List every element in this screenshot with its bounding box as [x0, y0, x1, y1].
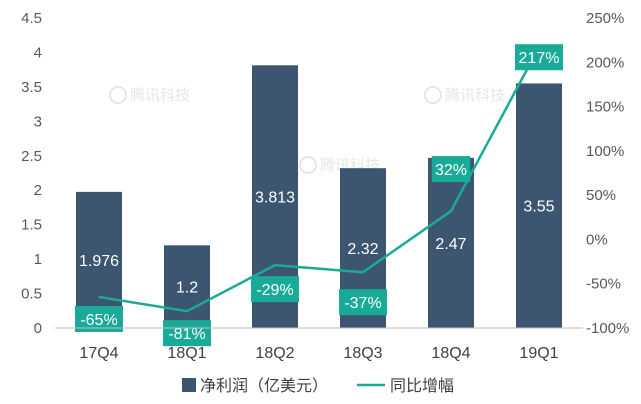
growth-label: 32% [431, 156, 471, 183]
legend-item-growth: 同比增幅 [357, 377, 454, 395]
bar-value-label: 2.47 [435, 236, 466, 253]
growth-label: -81% [163, 320, 211, 347]
growth-label: 217% [515, 44, 563, 71]
growth-label-text: -37% [344, 295, 381, 312]
x-axis-tick: 18Q3 [343, 345, 382, 362]
left-axis-tick: 0 [34, 320, 42, 337]
growth-label-box [431, 156, 471, 183]
growth-label-box [163, 320, 211, 347]
left-axis-tick: 4 [34, 44, 42, 61]
bar-18Q1 [164, 245, 210, 328]
right-axis: -100% -50% 0% 50% 100% 150% 200% 250% [586, 10, 629, 337]
left-axis-tick: 4.5 [21, 10, 42, 27]
x-axis: 17Q4 18Q1 18Q2 18Q3 18Q4 19Q1 [55, 327, 583, 362]
bar-19Q1 [516, 83, 562, 328]
watermark: 腾讯科技 [109, 86, 190, 104]
bar-value-label: 1.2 [176, 280, 198, 297]
growth-label-text: 32% [435, 162, 467, 179]
left-axis-tick: 2 [34, 182, 42, 199]
legend: 净利润（亿美元） 同比增幅 [182, 377, 454, 395]
watermark-text: 腾讯科技 [130, 87, 190, 104]
legend-item-profit: 净利润（亿美元） [182, 377, 328, 395]
line-layer [98, 46, 541, 313]
bar-value-label: 1.976 [79, 253, 119, 270]
growth-label: -29% [251, 276, 299, 303]
left-axis-tick: 0.5 [21, 286, 42, 303]
growth-line [98, 46, 541, 313]
x-axis-tick: 18Q1 [167, 345, 206, 362]
right-axis-tick: 50% [586, 187, 616, 204]
growth-label-text: -29% [256, 282, 293, 299]
bar-value-label: 3.813 [255, 190, 295, 207]
left-axis: 0 0.5 1 1.5 2 2.5 3 3.5 4 4.5 [21, 10, 42, 337]
bar-value-label: 3.55 [523, 199, 554, 216]
growth-label-box [515, 44, 563, 71]
legend-swatch-bar [182, 378, 196, 392]
x-axis-tick: 18Q2 [255, 345, 294, 362]
left-axis-tick: 1.5 [21, 217, 42, 234]
bars [76, 65, 562, 329]
right-axis-tick: 100% [586, 143, 624, 160]
left-axis-tick: 3 [34, 113, 42, 130]
right-axis-tick: 250% [586, 10, 624, 27]
growth-label: -37% [339, 289, 387, 316]
bar-value-label: 2.32 [347, 241, 378, 258]
left-axis-tick: 3.5 [21, 79, 42, 96]
growth-label-text: 217% [519, 50, 560, 67]
right-axis-tick: 150% [586, 99, 624, 116]
bar-18Q4 [428, 157, 474, 328]
growth-label-box [339, 289, 387, 316]
growth-label-text: -81% [168, 326, 205, 343]
watermark-text: 腾讯科技 [445, 87, 505, 104]
bar-17Q4 [76, 191, 122, 328]
x-axis-tick: 18Q4 [431, 345, 470, 362]
x-axis-tick: 17Q4 [79, 345, 118, 362]
left-axis-tick: 2.5 [21, 148, 42, 165]
growth-label-text: -65% [80, 312, 117, 329]
legend-label: 净利润（亿美元） [200, 377, 328, 395]
right-axis-tick: -100% [586, 320, 629, 337]
watermark: 腾讯科技 [424, 86, 505, 104]
right-axis-tick: 200% [586, 54, 624, 71]
growth-label-box [251, 276, 299, 303]
right-axis-tick: 0% [586, 231, 608, 248]
right-axis-tick: -50% [586, 276, 621, 293]
legend-label: 同比增幅 [390, 377, 454, 395]
x-axis-tick: 19Q1 [519, 345, 558, 362]
bar-labels: 1.976 1.2 3.813 2.32 2.47 3.55 [79, 190, 555, 297]
left-axis-tick: 1 [34, 251, 42, 268]
